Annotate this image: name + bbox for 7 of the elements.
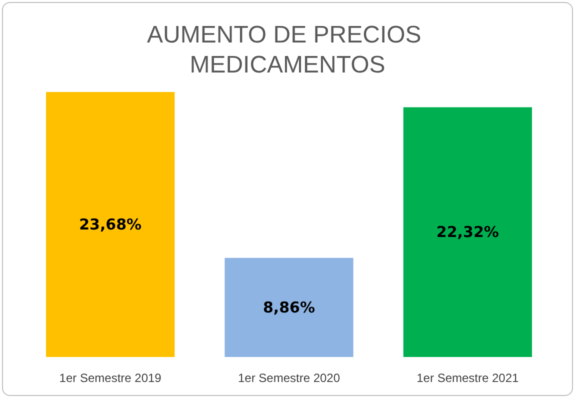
data-label: 23,68%	[79, 216, 142, 234]
x-tick-label: 1er Semestre 2020	[238, 371, 340, 385]
chart-title: AUMENTO DE PRECIOS MEDICAMENTOS	[147, 22, 428, 78]
x-tick-label: 1er Semestre 2021	[416, 371, 520, 385]
x-tick-label: 1er Semestre 2019	[59, 371, 162, 385]
data-label: 22,32%	[436, 223, 499, 242]
data-label: 8,86%	[262, 298, 316, 316]
